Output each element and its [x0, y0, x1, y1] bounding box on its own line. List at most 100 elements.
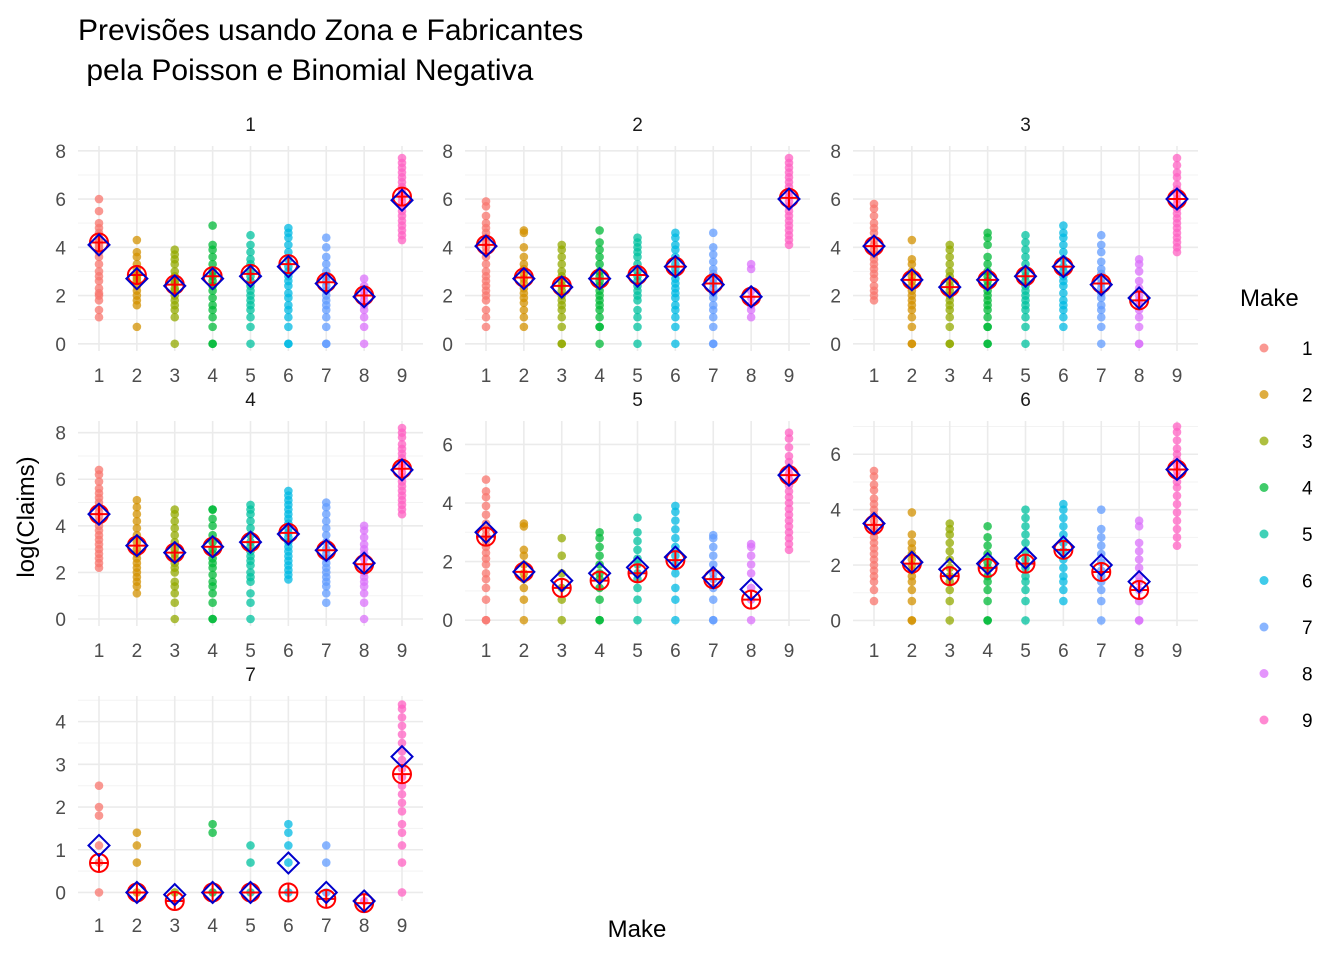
poisson-prediction-marker [1129, 579, 1150, 600]
negbin-prediction-marker [777, 463, 801, 488]
observed-point [945, 259, 955, 269]
observed-point [1172, 483, 1182, 492]
observed-point [595, 595, 604, 604]
negbin-prediction-marker [124, 880, 149, 905]
observed-point [170, 312, 180, 322]
observed-point [983, 533, 992, 542]
observed-point [633, 583, 642, 593]
observed-point [94, 811, 104, 820]
observed-point [983, 577, 992, 586]
legend-label: 9 [1302, 711, 1313, 732]
observed-point [1021, 322, 1030, 332]
observed-point [1059, 281, 1068, 291]
observed-point [671, 595, 680, 604]
observed-point [132, 322, 142, 332]
observed-point [784, 545, 794, 555]
y-tick-label: 0 [55, 610, 66, 631]
observed-point [397, 713, 407, 722]
observed-point [397, 509, 407, 519]
observed-point [1134, 538, 1144, 548]
observed-point [132, 523, 142, 533]
observed-point [1134, 339, 1144, 349]
negbin-predictions [862, 457, 1189, 594]
negbin-prediction-marker [1127, 569, 1152, 594]
poisson-prediction-marker [240, 532, 261, 553]
poisson-prediction-marker [901, 269, 922, 290]
observed-point [397, 819, 407, 829]
x-tick-label: 8 [746, 641, 757, 662]
x-axis-label: Make [608, 916, 667, 943]
y-tick-label: 6 [55, 470, 66, 491]
negbin-prediction-marker [862, 511, 886, 536]
observed-point [557, 312, 567, 322]
observed-point [284, 281, 293, 291]
negbin-predictions [474, 463, 801, 602]
negbin-prediction-marker [937, 275, 962, 300]
negbin-prediction-marker [124, 266, 149, 291]
observed-point [170, 523, 180, 533]
observed-point [1096, 305, 1106, 315]
legend: Make 1 2 3 4 5 6 7 8 9 [1240, 285, 1313, 732]
y-tick-label: 4 [442, 494, 453, 515]
observed-point [633, 615, 642, 625]
observed-point [208, 570, 217, 580]
observed-point [671, 293, 680, 303]
facet-panel-4: 4 0 2 4 6 8 1 2 3 4 5 6 7 8 9 [55, 390, 423, 662]
observed-point [1172, 491, 1182, 501]
observed-point [519, 322, 529, 332]
observed-point [1096, 293, 1106, 303]
x-tick-label: 9 [397, 366, 408, 387]
observed-point [94, 563, 104, 573]
poisson-prediction-marker [240, 882, 261, 903]
poisson-prediction-marker [627, 563, 648, 584]
observed-point [1172, 508, 1182, 517]
legend-item-1: 1 [1259, 339, 1313, 360]
observed-point [1096, 257, 1106, 267]
observed-point [1134, 276, 1144, 286]
observed-point [671, 516, 680, 525]
observed-point [1021, 521, 1030, 531]
negbin-prediction-marker [238, 264, 263, 289]
observed-point [1021, 513, 1030, 523]
chart-title-line-2: pela Poisson e Binomial Negativa [78, 54, 534, 87]
observed-point [983, 596, 992, 606]
facet-strip-label: 2 [632, 115, 643, 136]
x-tick-label: 5 [1020, 366, 1031, 387]
observed-point [94, 276, 104, 286]
observed-point [945, 245, 955, 255]
x-tick-label: 4 [982, 641, 993, 662]
observed-point [170, 259, 180, 269]
observed-point [170, 530, 180, 540]
observed-point [595, 305, 604, 315]
observed-point [1059, 577, 1068, 586]
observed-point [1134, 563, 1144, 573]
observed-point [945, 339, 955, 349]
x-tick-label: 8 [359, 366, 370, 387]
facet-strip-label: 5 [632, 390, 643, 411]
x-tick-label: 4 [982, 366, 993, 387]
x-tick-label: 1 [869, 641, 880, 662]
y-tick-label: 4 [55, 238, 66, 259]
observed-point [208, 305, 217, 315]
poisson-prediction-marker [164, 891, 185, 911]
x-tick-label: 6 [283, 366, 294, 387]
y-tick-label: 6 [442, 435, 453, 456]
panel-grid [78, 696, 423, 901]
negbin-prediction-marker [663, 254, 688, 279]
observed-point [481, 475, 491, 484]
observed-point [983, 541, 992, 550]
observed-point [1021, 230, 1030, 240]
negbin-prediction-marker [87, 232, 111, 257]
legend-key [1259, 669, 1269, 678]
observed-point [671, 615, 680, 625]
observed-point [94, 781, 104, 790]
observed-point [208, 563, 217, 573]
poisson-prediction-marker [741, 286, 762, 307]
x-tick-label: 4 [207, 641, 218, 662]
observed-point [869, 211, 879, 221]
observed-point [246, 598, 255, 608]
observed-point [519, 298, 529, 308]
facet-strip-label: 7 [245, 665, 256, 686]
observed-point [945, 305, 955, 315]
